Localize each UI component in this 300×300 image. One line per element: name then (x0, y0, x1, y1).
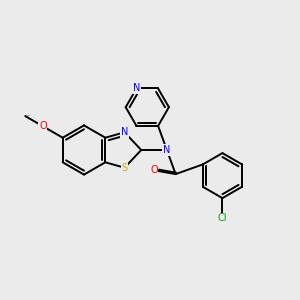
Text: O: O (39, 121, 46, 131)
Text: N: N (133, 83, 140, 94)
Text: N: N (121, 127, 128, 137)
Text: methoxy: methoxy (25, 115, 32, 116)
Text: N: N (163, 145, 171, 155)
Text: O: O (150, 165, 158, 175)
Text: Cl: Cl (218, 213, 227, 224)
Text: S: S (122, 163, 128, 173)
